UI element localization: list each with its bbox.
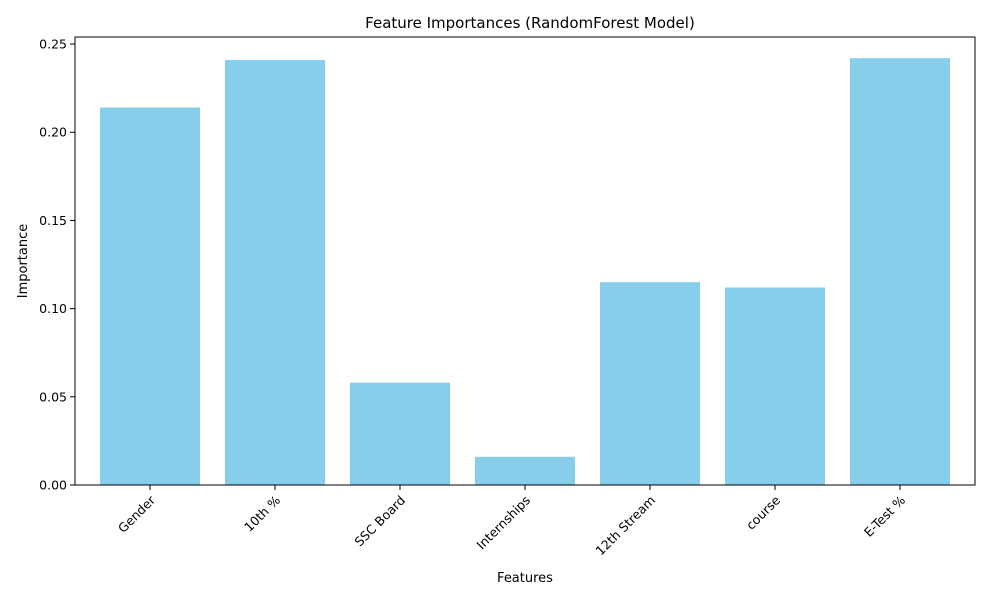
y-tick-label: 0.00 xyxy=(39,478,67,493)
bar-10th xyxy=(225,59,325,485)
y-tick-label: 0.15 xyxy=(39,213,67,228)
y-tick-label: 0.10 xyxy=(39,301,67,316)
bar-course xyxy=(725,287,825,485)
bar-12th-stream xyxy=(600,282,700,485)
bars xyxy=(100,58,950,486)
x-tick-label: 12th Stream xyxy=(592,493,658,559)
plot-frame xyxy=(74,36,976,486)
x-tick-label: E-Test % xyxy=(861,492,908,539)
plot-area: Gender 10th % SSC Board Internships 12th Str… xyxy=(39,36,976,558)
x-axis-ticks: Gender 10th % SSC Board Internships 12th Str… xyxy=(115,485,908,558)
bar-gender xyxy=(100,107,200,485)
x-tick-label: Internships xyxy=(473,493,533,553)
x-tick-label: Gender xyxy=(115,492,159,536)
bar-internships xyxy=(475,456,575,485)
bar-ssc-board xyxy=(350,382,450,485)
x-tick-label: course xyxy=(743,492,783,532)
y-axis-ticks: 0.00 0.05 0.10 0.15 0.20 0.25 xyxy=(39,37,75,493)
x-tick-label: 10th % xyxy=(241,492,283,534)
x-axis-label: Features xyxy=(497,571,553,586)
y-tick-label: 0.05 xyxy=(39,389,67,404)
chart-title: Feature Importances (RandomForest Model) xyxy=(365,14,695,32)
bar-e-test xyxy=(850,58,950,486)
y-tick-label: 0.25 xyxy=(39,37,67,52)
x-tick-label: SSC Board xyxy=(351,493,408,550)
y-axis-label: Importance xyxy=(16,224,31,299)
y-tick-label: 0.20 xyxy=(39,125,67,140)
